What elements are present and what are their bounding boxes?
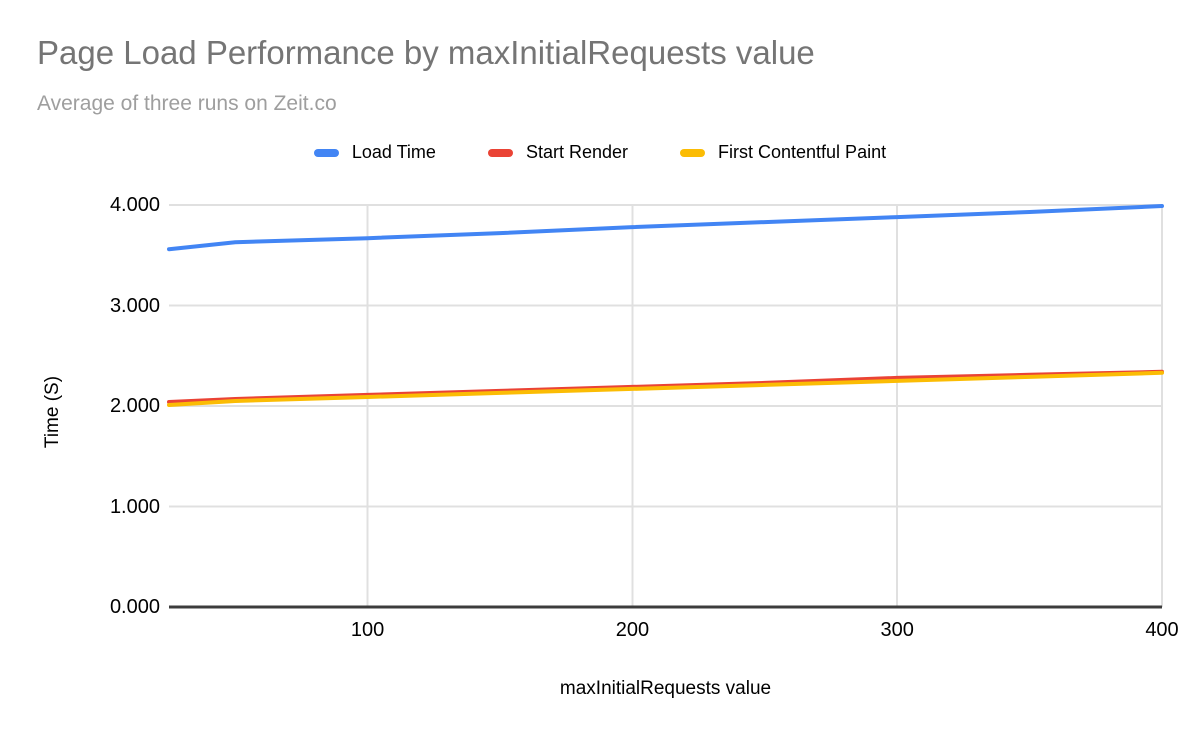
x-tick-label: 300 — [880, 619, 914, 641]
y-tick-label: 3.000 — [109, 294, 160, 317]
legend-item-first-contentful-paint: First Contentful Paint — [680, 142, 886, 163]
legend-item-start-render: Start Render — [487, 142, 629, 163]
y-tick-label: 1.000 — [109, 495, 160, 518]
plot-area — [167, 204, 1164, 609]
chart-title: Page Load Performance by maxInitialReque… — [37, 34, 815, 71]
y-tick-label: 0.000 — [109, 596, 160, 618]
y-tick-label: 2.000 — [109, 395, 160, 417]
x-tick-label: 200 — [615, 619, 650, 641]
x-tick-label: 400 — [1145, 619, 1179, 641]
legend-swatch-load-time — [313, 148, 339, 157]
legend: Load Time Start Render First Contentful … — [0, 142, 1200, 163]
plot-svg — [167, 204, 1164, 609]
y-tick-label: 4.000 — [109, 194, 160, 216]
legend-swatch-first-contentful-paint — [680, 148, 706, 157]
chart-subtitle: Average of three runs on Zeit.co — [37, 92, 337, 115]
x-tick-label: 100 — [350, 619, 385, 641]
legend-label: First Contentful Paint — [718, 142, 887, 162]
legend-swatch-start-render — [487, 148, 513, 157]
series-line-first-contentful-paint — [167, 370, 1164, 407]
x-axis-title: maxInitialRequests value — [559, 678, 772, 699]
legend-item-load-time: Load Time — [313, 142, 436, 163]
legend-label: Load Time — [351, 142, 436, 162]
legend-label: Start Render — [525, 142, 629, 162]
series-line-load-time — [167, 204, 1164, 252]
